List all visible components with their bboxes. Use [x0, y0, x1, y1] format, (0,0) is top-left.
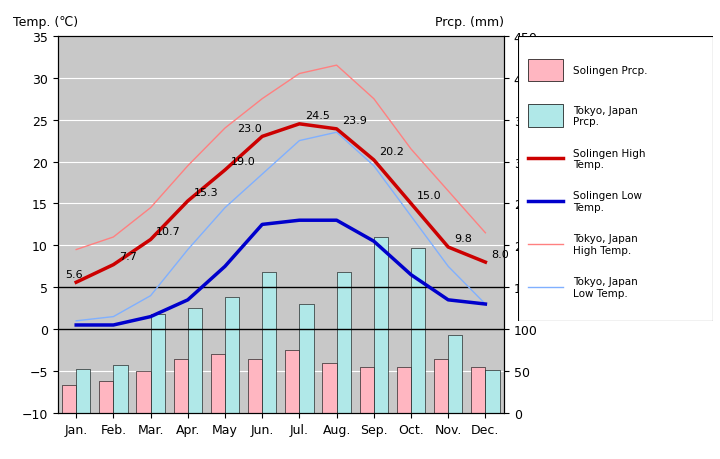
Bar	[397, 367, 411, 413]
Bar	[285, 350, 300, 413]
Text: 8.0: 8.0	[491, 249, 509, 259]
Text: 19.0: 19.0	[230, 157, 256, 167]
Bar	[485, 370, 500, 413]
Bar	[528, 105, 563, 128]
Bar	[248, 359, 262, 413]
Bar	[225, 298, 239, 413]
Bar	[76, 369, 90, 413]
Bar	[434, 359, 448, 413]
Bar	[113, 365, 127, 413]
Bar	[188, 308, 202, 413]
Bar	[300, 304, 313, 413]
Text: 23.0: 23.0	[237, 123, 262, 134]
Bar	[137, 371, 150, 413]
Text: Solingen Low
Temp.: Solingen Low Temp.	[573, 191, 642, 213]
Text: Tokyo, Japan
Prcp.: Tokyo, Japan Prcp.	[573, 106, 638, 127]
Text: Solingen High
Temp.: Solingen High Temp.	[573, 148, 645, 170]
Bar	[528, 60, 563, 82]
Bar	[99, 381, 113, 413]
Bar	[411, 248, 425, 413]
Text: 5.6: 5.6	[65, 269, 83, 279]
Bar	[360, 367, 374, 413]
Text: 9.8: 9.8	[454, 234, 472, 244]
Text: Solingen Prcp.: Solingen Prcp.	[573, 66, 647, 76]
Bar	[448, 336, 462, 413]
Bar	[472, 367, 485, 413]
Text: 20.2: 20.2	[379, 147, 404, 157]
Bar	[323, 363, 336, 413]
Bar	[174, 359, 188, 413]
Text: 10.7: 10.7	[156, 226, 181, 236]
Text: Tokyo, Japan
High Temp.: Tokyo, Japan High Temp.	[573, 234, 638, 255]
Text: 7.7: 7.7	[119, 252, 137, 262]
Bar	[62, 386, 76, 413]
Text: Temp. (℃): Temp. (℃)	[13, 16, 78, 29]
Text: Prcp. (mm): Prcp. (mm)	[435, 16, 504, 29]
Bar	[211, 354, 225, 413]
Bar	[262, 273, 276, 413]
Bar	[374, 237, 388, 413]
Text: 15.0: 15.0	[417, 190, 441, 201]
Bar	[150, 314, 165, 413]
Text: 23.9: 23.9	[342, 116, 367, 126]
Text: 24.5: 24.5	[305, 111, 330, 121]
Bar	[336, 273, 351, 413]
Text: 15.3: 15.3	[194, 188, 218, 198]
Text: Tokyo, Japan
Low Temp.: Tokyo, Japan Low Temp.	[573, 276, 638, 298]
